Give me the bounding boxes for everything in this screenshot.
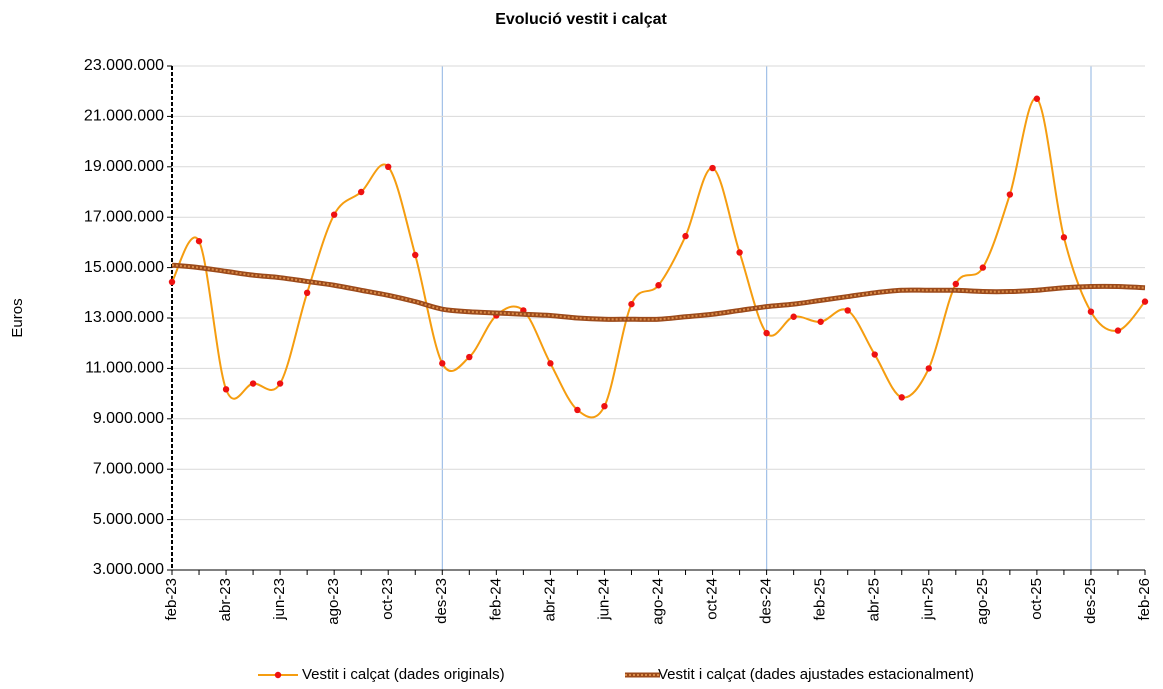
- data-point: [628, 300, 635, 308]
- series-line-pattern: [171, 264, 1146, 321]
- x-tick-label: abr-24: [541, 578, 558, 621]
- x-tick-label: des-24: [758, 578, 775, 624]
- data-point: [655, 282, 662, 289]
- data-point: [817, 318, 824, 325]
- data-point: [682, 232, 689, 240]
- chart-title: Evolució vestit i calçat: [495, 11, 667, 28]
- x-tick-label: feb-23: [163, 578, 180, 621]
- x-tick-label: oct-25: [1028, 578, 1045, 620]
- data-point: [303, 289, 311, 296]
- data-point: [736, 249, 743, 256]
- data-point: [1114, 327, 1122, 334]
- data-point: [439, 360, 446, 367]
- data-point: [1060, 234, 1068, 241]
- data-point: [385, 163, 392, 170]
- data-point: [357, 188, 365, 196]
- y-tick-label: 19.000.000: [84, 158, 164, 175]
- x-tick-label: abr-23: [217, 578, 234, 621]
- data-point: [1141, 298, 1149, 305]
- data-point: [763, 329, 770, 337]
- y-tick-label: 5.000.000: [93, 511, 164, 528]
- x-tick-label: ago-23: [325, 578, 342, 625]
- data-point: [574, 406, 581, 414]
- data-point: [979, 264, 987, 271]
- data-point: [1087, 308, 1095, 315]
- data-point: [844, 307, 851, 314]
- legend-label: Vestit i calçat (dades ajustades estacio…: [658, 666, 974, 683]
- data-point: [330, 211, 338, 218]
- data-point: [412, 251, 419, 259]
- data-point: [925, 365, 932, 372]
- data-point: [1006, 191, 1014, 198]
- y-tick-label: 23.000.000: [84, 57, 164, 74]
- data-point: [1033, 95, 1041, 102]
- y-axis-label: Euros: [9, 298, 26, 337]
- data-point: [952, 280, 960, 288]
- x-tick-label: jun-25: [920, 578, 937, 621]
- series-line: [171, 97, 1146, 419]
- y-tick-label: 17.000.000: [84, 208, 164, 225]
- x-tick-label: feb-25: [812, 578, 829, 621]
- data-point: [276, 380, 284, 387]
- x-tick-label: des-23: [433, 578, 450, 624]
- x-tick-label: feb-24: [487, 578, 504, 621]
- data-point: [466, 353, 473, 361]
- data-point: [898, 394, 905, 401]
- x-tick-label: jun-24: [595, 578, 612, 621]
- legend-label: Vestit i calçat (dades originals): [302, 666, 505, 683]
- data-point: [601, 403, 608, 410]
- data-point: [709, 164, 716, 172]
- x-tick-label: jun-23: [271, 578, 288, 621]
- y-tick-label: 7.000.000: [93, 460, 164, 477]
- x-tick-label: des-25: [1082, 578, 1099, 624]
- y-tick-label: 11.000.000: [85, 360, 164, 377]
- y-tick-label: 15.000.000: [84, 259, 164, 276]
- y-tick-label: 21.000.000: [84, 108, 164, 125]
- x-tick-label: oct-23: [379, 578, 396, 620]
- data-point: [790, 313, 797, 320]
- data-point: [249, 380, 257, 387]
- x-tick-label: ago-25: [974, 578, 991, 625]
- x-tick-label: oct-24: [704, 578, 721, 620]
- data-point: [222, 386, 230, 393]
- x-tick-label: abr-25: [866, 578, 883, 621]
- legend-marker: [274, 671, 282, 679]
- data-point: [195, 237, 203, 245]
- data-point: [871, 351, 878, 358]
- y-tick-label: 3.000.000: [93, 561, 164, 578]
- y-tick-label: 13.000.000: [84, 309, 164, 326]
- x-tick-label: ago-24: [649, 578, 666, 625]
- data-point: [168, 278, 176, 286]
- x-tick-label: feb-26: [1136, 578, 1153, 621]
- y-tick-label: 9.000.000: [93, 410, 164, 427]
- data-point: [547, 360, 554, 367]
